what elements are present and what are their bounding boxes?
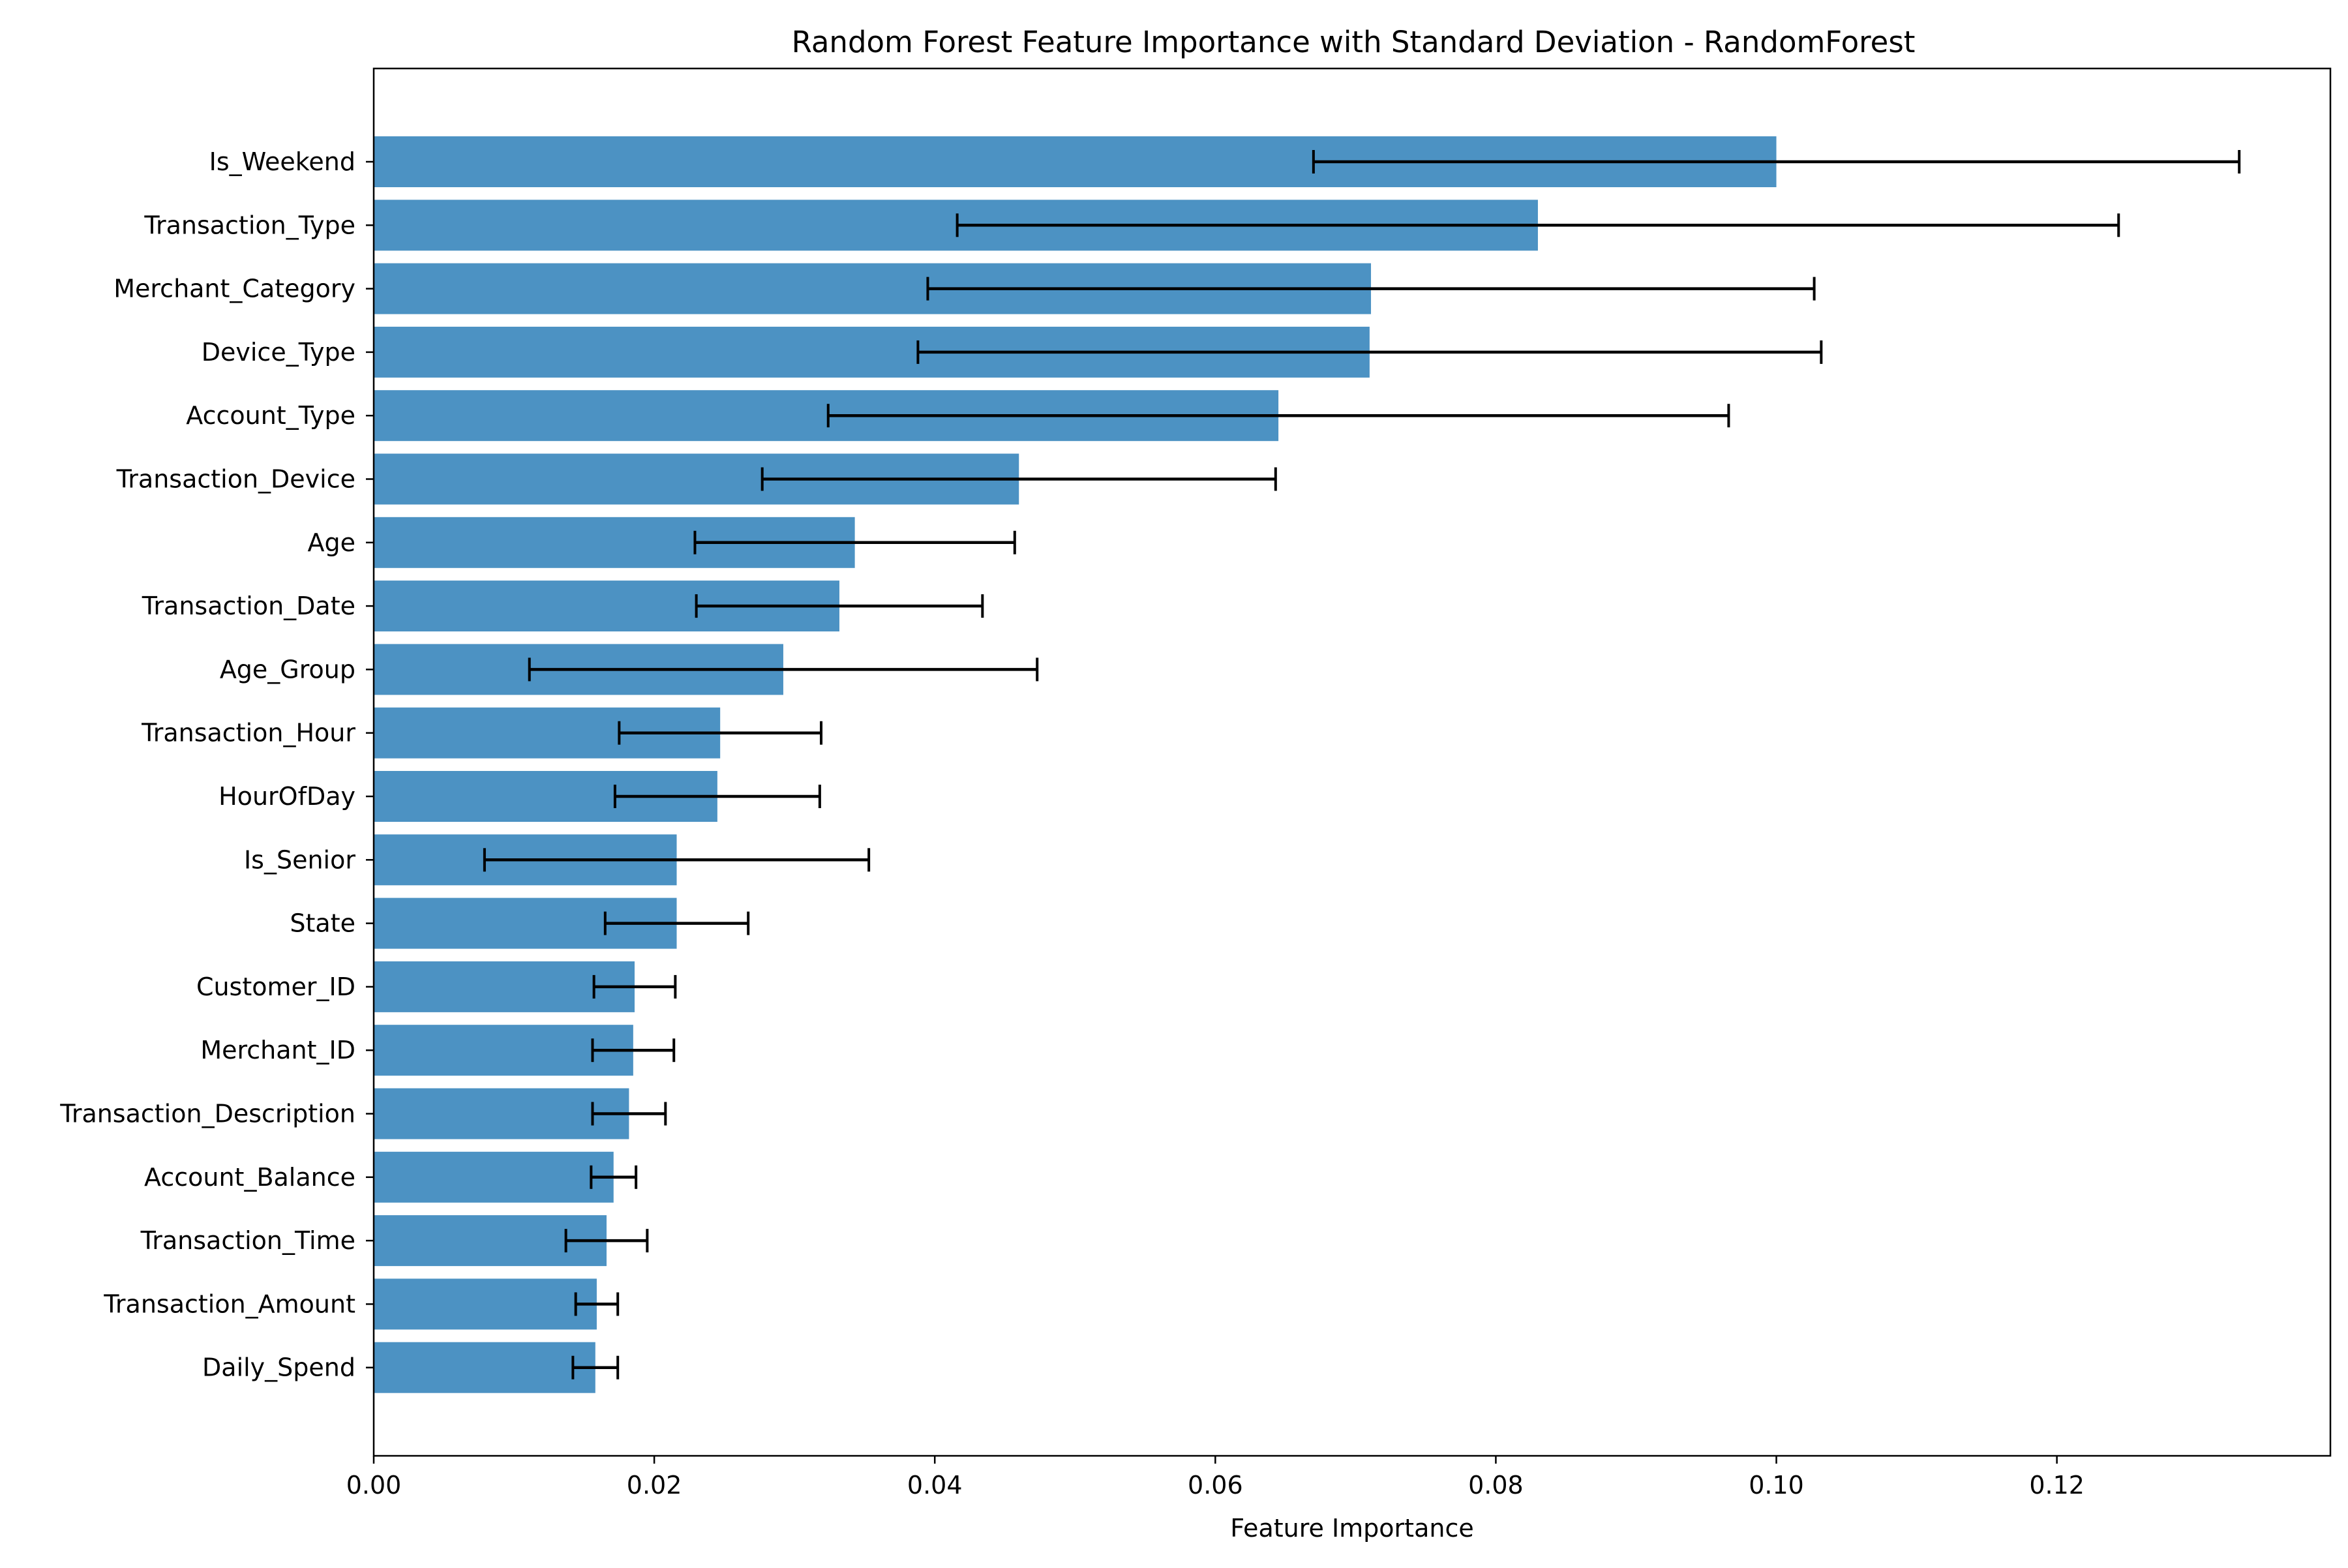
- bar-Transaction_Amount: [374, 1278, 597, 1330]
- bar-Transaction_Description: [374, 1088, 629, 1139]
- x-tick-label-0.12: 0.12: [2029, 1471, 2085, 1500]
- bar-Daily_Spend: [374, 1342, 595, 1393]
- y-tick-label-State: State: [290, 909, 355, 938]
- y-tick-label-Is_Weekend: Is_Weekend: [209, 147, 355, 176]
- x-tick-label-0.08: 0.08: [1468, 1471, 1524, 1500]
- y-tick-label-Is_Senior: Is_Senior: [244, 845, 355, 874]
- chart-title: Random Forest Feature Importance with St…: [792, 25, 1916, 59]
- y-tick-label-Transaction_Date: Transaction_Date: [142, 592, 355, 620]
- plot-area: Is_Weekend Transaction_Type Merchant_Categ…: [59, 136, 2241, 1500]
- y-tick-label-Age: Age: [308, 528, 356, 557]
- y-tick-label-Transaction_Hour: Transaction_Hour: [141, 719, 355, 747]
- y-tick-label-Daily_Spend: Daily_Spend: [202, 1353, 355, 1382]
- y-tick-label-Account_Balance: Account_Balance: [144, 1163, 355, 1192]
- y-tick-label-Account_Type: Account_Type: [186, 401, 355, 430]
- axes-frame: [372, 67, 2332, 1457]
- y-tick-label-Merchant_ID: Merchant_ID: [200, 1036, 355, 1064]
- bar-Account_Balance: [374, 1151, 614, 1203]
- bar-Customer_ID: [374, 961, 635, 1012]
- x-tick-label-0.00: 0.00: [346, 1471, 402, 1500]
- y-tick-label-Merchant_Category: Merchant_Category: [113, 275, 355, 303]
- y-tick-label-Transaction_Type: Transaction_Type: [143, 211, 355, 239]
- x-axis-label: Feature Importance: [1230, 1514, 1473, 1543]
- x-tick-label-0.04: 0.04: [907, 1471, 963, 1500]
- x-tick-label-0.10: 0.10: [1749, 1471, 1804, 1500]
- x-tick-label-0.06: 0.06: [1188, 1471, 1243, 1500]
- y-tick-label-Age_Group: Age_Group: [220, 655, 355, 684]
- y-tick-label-HourOfDay: HourOfDay: [218, 782, 355, 811]
- y-tick-label-Transaction_Device: Transaction_Device: [116, 465, 355, 494]
- x-tick-label-0.02: 0.02: [627, 1471, 682, 1500]
- bar-Merchant_ID: [374, 1025, 633, 1076]
- y-tick-label-Transaction_Time: Transaction_Time: [140, 1226, 355, 1255]
- y-tick-label-Transaction_Description: Transaction_Description: [59, 1100, 355, 1128]
- y-tick-label-Device_Type: Device_Type: [202, 338, 355, 367]
- y-tick-label-Transaction_Amount: Transaction_Amount: [103, 1289, 355, 1318]
- y-tick-label-Customer_ID: Customer_ID: [196, 972, 355, 1001]
